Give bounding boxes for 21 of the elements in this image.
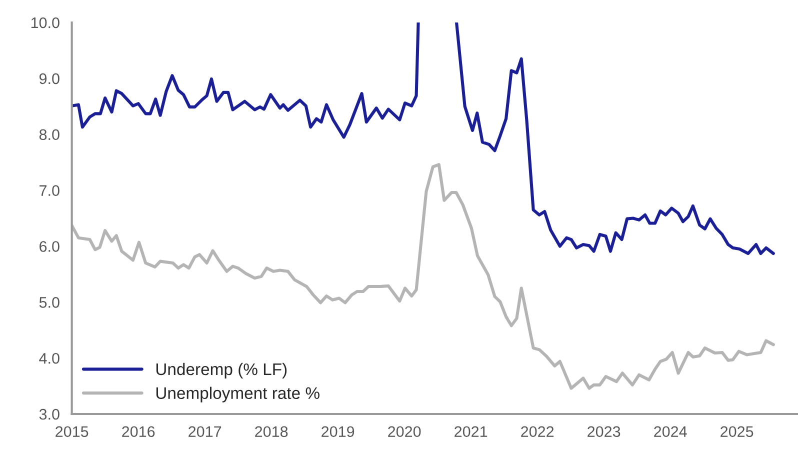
- y-tick-label: 4.0: [39, 352, 60, 364]
- y-tick-label: 7.0: [40, 185, 60, 196]
- x-tick-label: 2015: [56, 426, 88, 438]
- x-tick-label: 2024: [654, 426, 687, 438]
- y-tick-label: 8.0: [39, 129, 60, 140]
- x-tick-label: 2022: [521, 426, 554, 438]
- x-tick-label: 2025: [720, 426, 754, 438]
- legend-label: Unemployment rate %: [156, 386, 320, 402]
- x-tick-label: 2019: [322, 426, 354, 438]
- y-tick-label: 10.0: [31, 17, 60, 28]
- y-tick-label: 6.0: [40, 241, 60, 252]
- x-tick-label: 2023: [588, 426, 620, 438]
- x-tick-label: 2020: [388, 426, 421, 438]
- x-tick-label: 2018: [255, 426, 288, 438]
- y-tick-label: 5.0: [39, 297, 60, 308]
- x-tick-label: 2016: [122, 426, 155, 438]
- legend-label: Underemp (% LF): [156, 362, 287, 378]
- y-tick-label: 9.0: [39, 73, 60, 84]
- y-tick-label: 3.0: [39, 408, 60, 420]
- x-tick-label: 2017: [188, 426, 222, 438]
- x-tick-label: 2021: [454, 426, 488, 438]
